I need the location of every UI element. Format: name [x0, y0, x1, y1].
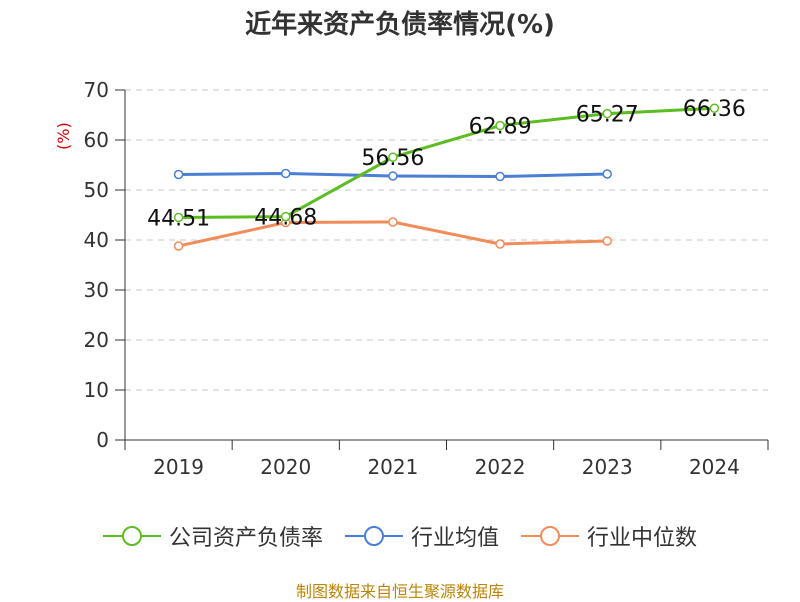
data-label: 65.27 — [576, 103, 639, 128]
x-tick-label: 2023 — [582, 455, 633, 479]
x-tick-label: 2024 — [689, 455, 740, 479]
y-tick-label: 60 — [84, 128, 109, 152]
x-tick-label: 2019 — [153, 455, 204, 479]
data-point — [495, 239, 505, 249]
data-point — [495, 120, 505, 131]
y-tick-label: 30 — [84, 278, 109, 302]
x-tick-label: 2020 — [260, 455, 311, 479]
data-point — [281, 211, 291, 222]
series-line — [178, 106, 715, 219]
legend-label: 行业中位数 — [587, 526, 698, 551]
data-label: 66.36 — [683, 97, 746, 122]
data-point — [173, 169, 184, 180]
data-point — [709, 103, 720, 113]
legend-line-marker-icon — [102, 526, 161, 546]
x-tick-label: 2021 — [367, 455, 418, 479]
legend-label: 公司资产负债率 — [168, 526, 323, 551]
legend-item-company-ratio[interactable]: 公司资产负债率 — [102, 520, 323, 552]
source-note: 制图数据来自恒生聚源数据库 — [295, 582, 504, 601]
legend-item-industry-mean[interactable]: 行业均值 — [344, 520, 499, 552]
data-point — [495, 171, 505, 182]
data-point — [602, 108, 612, 119]
legend: 公司资产负债率 行业均值 行业中位数 — [0, 520, 800, 552]
data-point — [602, 236, 612, 246]
data-label: 44.68 — [254, 206, 317, 231]
data-point — [281, 168, 291, 179]
y-tick-label: 10 — [84, 378, 109, 402]
y-tick-label: 0 — [96, 428, 109, 452]
chart-title: 近年来资产负债率情况(%) — [245, 10, 555, 40]
y-tick-label: 40 — [84, 228, 109, 252]
y-tick-label: 70 — [84, 78, 109, 102]
data-point — [602, 169, 612, 179]
legend-line-marker-icon — [521, 526, 579, 546]
y-tick-label: 50 — [84, 178, 109, 202]
data-point — [173, 212, 184, 223]
legend-item-industry-median[interactable]: 行业中位数 — [521, 520, 697, 552]
y-tick-label: 20 — [84, 328, 109, 352]
data-point — [388, 217, 398, 227]
x-tick-label: 2022 — [475, 455, 526, 479]
data-point — [388, 152, 398, 162]
data-point — [388, 171, 398, 181]
data-label: 56.56 — [361, 146, 424, 171]
line-chart: 0 10 20 30 40 50 60 70 2019 2020 2021 2022 2023 2024 4… — [84, 78, 769, 479]
data-point — [173, 241, 184, 251]
legend-line-marker-icon — [344, 526, 403, 546]
data-label: 44.51 — [147, 206, 210, 231]
data-label: 62.89 — [469, 115, 532, 140]
legend-label: 行业均值 — [410, 526, 499, 551]
